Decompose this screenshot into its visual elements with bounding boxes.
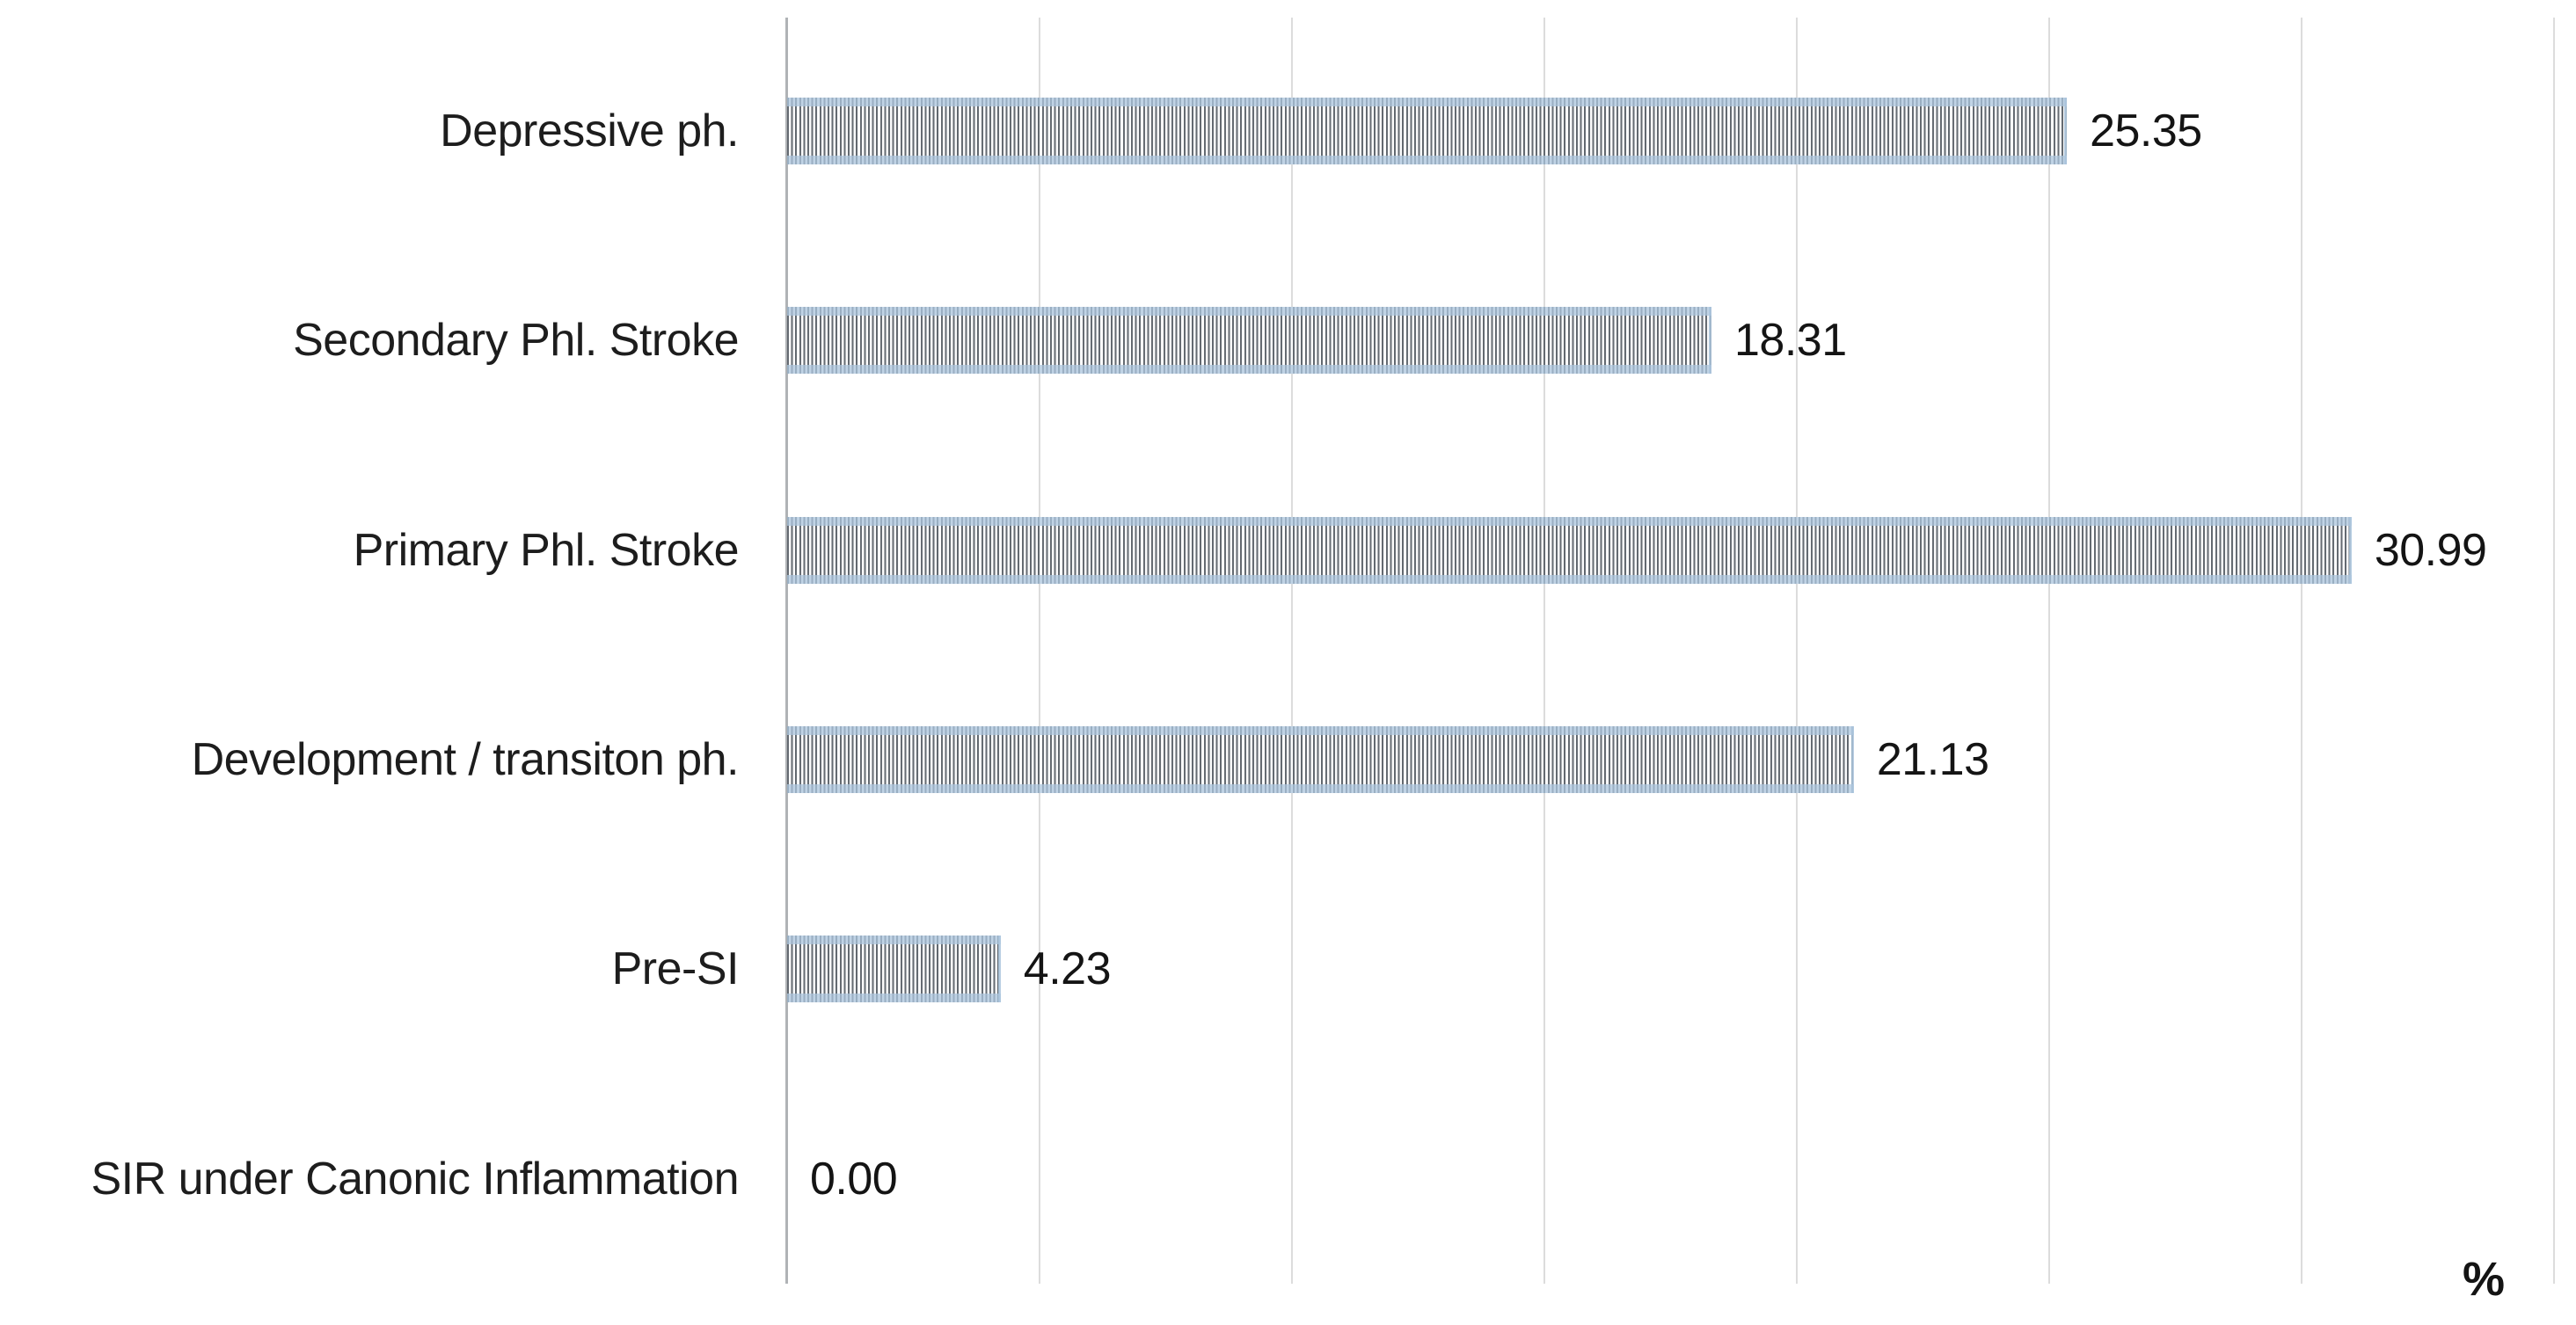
gridline	[2301, 18, 2302, 1284]
gridline	[2048, 18, 2050, 1284]
value-label: 25.35	[2090, 106, 2202, 157]
category-label: Pre-SI	[611, 943, 740, 995]
bar	[787, 936, 1001, 1003]
value-label: 21.13	[1876, 734, 1989, 786]
y-axis-line	[785, 18, 788, 1284]
bar-track: 18.31	[787, 236, 2554, 445]
value-label: 4.23	[1023, 943, 1112, 995]
chart-row: Secondary Phl. Stroke 18.31	[0, 236, 2554, 445]
chart-rows: Depressive ph. 25.35 Secondary Phl. Stroke…	[0, 26, 2554, 1284]
plot-area	[787, 18, 2555, 1284]
bar	[787, 98, 2068, 165]
bar	[787, 726, 1854, 794]
gridline	[1291, 18, 1293, 1284]
bar	[787, 307, 1711, 375]
chart-row: Pre-SI 4.23	[0, 864, 2554, 1074]
chart-row: Development / transiton ph. 21.13	[0, 655, 2554, 864]
bar-track: 25.35	[787, 26, 2554, 236]
category-label: Development / transiton ph.	[191, 734, 740, 786]
category-label: Primary Phl. Stroke	[353, 524, 740, 576]
value-label: 0.00	[810, 1153, 898, 1205]
x-axis-unit-label: %	[2463, 1253, 2506, 1306]
bar-track: 4.23	[787, 864, 2554, 1074]
value-label: 30.99	[2374, 524, 2487, 576]
gridline	[1543, 18, 1545, 1284]
bar-track: 21.13	[787, 655, 2554, 864]
bar-track: 30.99	[787, 446, 2554, 655]
category-label: Depressive ph.	[440, 106, 739, 157]
bar-track: 0.00	[787, 1074, 2554, 1284]
gridline	[1796, 18, 1798, 1284]
chart-row: SIR under Canonic Inflammation 0.00	[0, 1074, 2554, 1284]
value-label: 18.31	[1733, 315, 1847, 367]
category-label: SIR under Canonic Inflammation	[91, 1153, 740, 1205]
gridline	[1039, 18, 1040, 1284]
category-label: Secondary Phl. Stroke	[293, 315, 739, 367]
chart-row: Primary Phl. Stroke 30.99	[0, 446, 2554, 655]
bar	[787, 516, 2352, 584]
chart-row: Depressive ph. 25.35	[0, 26, 2554, 236]
gridline	[2553, 18, 2555, 1284]
